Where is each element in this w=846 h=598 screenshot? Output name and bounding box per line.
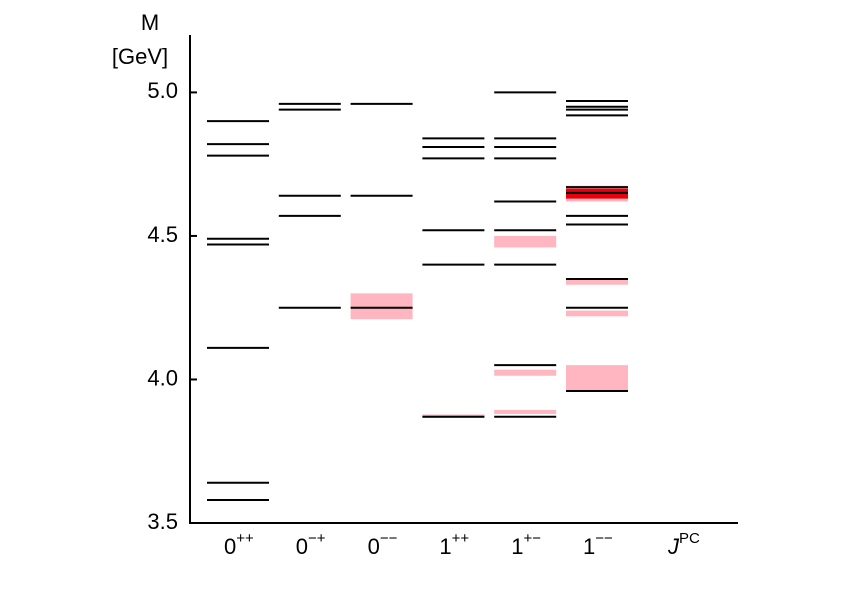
x-axis-label: JPC <box>667 530 700 559</box>
x-tick-label: 1++ <box>439 530 469 559</box>
x-tick-j: 1 <box>511 534 523 559</box>
x-tick-j: 0 <box>368 534 380 559</box>
exp-band <box>566 365 628 391</box>
exp-band <box>494 369 557 376</box>
x-tick-label: 1+− <box>511 530 541 559</box>
x-tick-pc: −− <box>595 530 613 547</box>
x-tick-j: 0 <box>224 534 236 559</box>
x-label-main: J <box>667 534 680 559</box>
x-tick-pc: +− <box>523 530 541 547</box>
x-tick-pc: −− <box>380 530 398 547</box>
x-tick-pc: ++ <box>236 530 254 547</box>
x-tick-pc: −+ <box>308 530 326 547</box>
x-label-sup: PC <box>679 530 700 547</box>
y-tick-label: 5.0 <box>147 78 178 103</box>
y-axis-label: [GeV] <box>112 44 168 69</box>
x-tick-j: 1 <box>583 534 595 559</box>
y-tick-label: 4.5 <box>147 222 178 247</box>
y-tick-label: 3.5 <box>147 509 178 534</box>
x-tick-label: 0−+ <box>296 530 326 559</box>
y-axis-label: M <box>141 10 159 35</box>
x-tick-pc: ++ <box>452 530 470 547</box>
exp-band <box>494 409 557 414</box>
exp-band <box>566 310 628 317</box>
x-tick-label: 1−− <box>583 530 613 559</box>
exp-band <box>566 279 628 285</box>
x-tick-j: 0 <box>296 534 308 559</box>
exp-band <box>350 293 413 320</box>
x-tick-label: 0−− <box>368 530 398 559</box>
exp-band <box>494 235 557 248</box>
y-tick-label: 4.0 <box>147 365 178 390</box>
x-tick-j: 1 <box>439 534 451 559</box>
x-tick-label: 0++ <box>224 530 254 559</box>
